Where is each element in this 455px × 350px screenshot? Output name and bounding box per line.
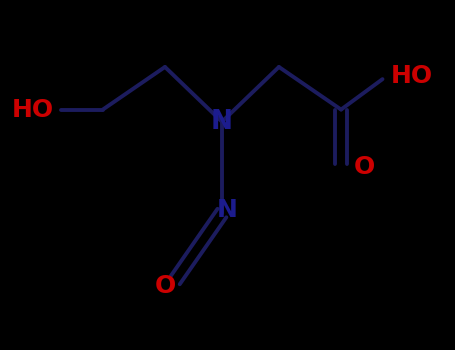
Text: N: N xyxy=(211,109,233,135)
Text: HO: HO xyxy=(11,98,54,121)
Text: O: O xyxy=(354,155,375,180)
Text: N: N xyxy=(217,198,238,222)
Text: O: O xyxy=(154,274,176,298)
Text: HO: HO xyxy=(390,64,432,88)
